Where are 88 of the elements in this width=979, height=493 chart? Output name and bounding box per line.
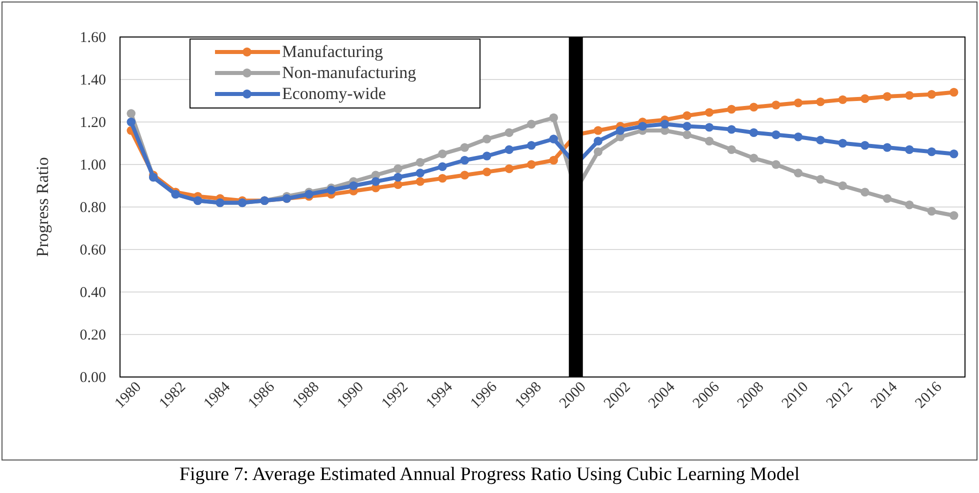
point bbox=[704, 108, 714, 117]
point bbox=[594, 126, 602, 135]
point bbox=[460, 170, 470, 180]
point bbox=[438, 174, 447, 183]
point bbox=[816, 97, 825, 106]
point bbox=[549, 134, 558, 144]
point bbox=[682, 130, 692, 140]
y-tick-label: 1.00 bbox=[80, 157, 106, 174]
point bbox=[594, 147, 602, 156]
point bbox=[882, 143, 892, 152]
point bbox=[927, 206, 936, 216]
point bbox=[594, 136, 602, 146]
point bbox=[394, 164, 402, 174]
point bbox=[482, 152, 492, 160]
point bbox=[616, 126, 625, 135]
point bbox=[371, 177, 380, 186]
point bbox=[504, 164, 514, 174]
legend-label: Economy-wide bbox=[282, 84, 386, 103]
point bbox=[950, 150, 958, 158]
point bbox=[460, 156, 470, 165]
point bbox=[882, 194, 892, 203]
y-tick-label: 1.20 bbox=[80, 114, 106, 131]
point bbox=[905, 91, 914, 100]
point bbox=[394, 172, 402, 182]
point bbox=[482, 134, 492, 144]
point bbox=[394, 180, 402, 190]
point bbox=[749, 128, 758, 137]
point bbox=[416, 177, 425, 186]
point bbox=[950, 211, 958, 220]
point bbox=[838, 95, 848, 104]
point bbox=[838, 181, 848, 190]
point bbox=[772, 130, 780, 140]
y-tick-label: 0.20 bbox=[80, 327, 106, 344]
point bbox=[549, 156, 558, 165]
point bbox=[950, 88, 958, 97]
legend-label: Non-manufacturing bbox=[282, 63, 417, 82]
point bbox=[772, 100, 780, 110]
y-tick-label: 0.80 bbox=[80, 200, 106, 216]
point bbox=[682, 122, 692, 131]
point bbox=[772, 160, 780, 169]
point bbox=[638, 122, 647, 131]
point bbox=[438, 162, 447, 171]
point bbox=[794, 168, 803, 178]
point bbox=[905, 145, 914, 154]
point bbox=[816, 175, 825, 184]
point bbox=[794, 98, 803, 108]
y-tick-label: 1.40 bbox=[80, 72, 106, 88]
legend-label: Manufacturing bbox=[282, 42, 384, 61]
point bbox=[416, 168, 425, 178]
point bbox=[749, 154, 758, 162]
point bbox=[126, 118, 136, 126]
point bbox=[504, 128, 514, 137]
point bbox=[527, 141, 536, 150]
point bbox=[927, 90, 936, 99]
point bbox=[438, 150, 447, 158]
point bbox=[727, 104, 736, 114]
point bbox=[349, 181, 358, 190]
point bbox=[905, 200, 914, 210]
point bbox=[727, 145, 736, 154]
point bbox=[727, 125, 736, 134]
point bbox=[927, 147, 936, 156]
point bbox=[682, 111, 692, 120]
caption: Figure 7: Average Estimated Annual Progress Ratio Using Cubic Learning Model bbox=[179, 464, 800, 485]
point bbox=[126, 109, 136, 118]
point bbox=[704, 122, 714, 132]
point bbox=[504, 145, 514, 154]
point bbox=[860, 188, 870, 196]
point bbox=[882, 92, 892, 101]
point bbox=[460, 143, 470, 152]
y-axis-title: Progress Ratio bbox=[33, 157, 52, 257]
point bbox=[860, 141, 870, 150]
point bbox=[838, 138, 848, 148]
point bbox=[860, 94, 870, 103]
point bbox=[816, 136, 825, 144]
point bbox=[527, 160, 536, 169]
y-tick-label: 1.60 bbox=[80, 30, 106, 46]
y-tick-label: 0.60 bbox=[80, 242, 106, 258]
point bbox=[749, 102, 758, 112]
point bbox=[527, 120, 536, 128]
point bbox=[704, 136, 714, 146]
y-tick-label: 0.40 bbox=[80, 284, 106, 301]
point bbox=[304, 190, 314, 199]
y-tick-label: 0.00 bbox=[80, 370, 106, 386]
point bbox=[482, 168, 492, 176]
point bbox=[416, 158, 425, 167]
point bbox=[794, 132, 803, 142]
point bbox=[660, 120, 670, 128]
point bbox=[549, 113, 558, 122]
